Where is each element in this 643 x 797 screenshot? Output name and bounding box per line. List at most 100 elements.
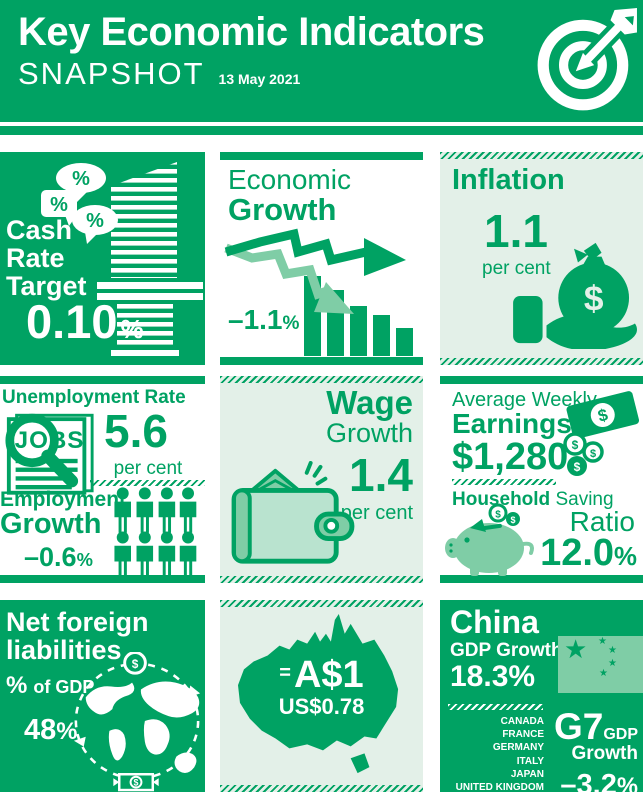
employment-growth-number: –0.6: [24, 542, 77, 572]
jobs-newspaper-magnifier-icon: JOBS: [5, 413, 94, 495]
tile-cash-rate-target: % % % Cash Rate Target 0.10%: [0, 152, 205, 365]
tile-bottom-hatch: [220, 576, 423, 583]
net-foreign-unit: %: [56, 718, 78, 745]
flag-star-icon: ★: [599, 668, 608, 679]
wage-growth-unit: per cent: [340, 502, 413, 524]
unemployment-unit: per cent: [113, 458, 183, 479]
equals-sign: =: [279, 662, 291, 684]
earnings-label: Earnings: [452, 408, 572, 439]
net-foreign-value: 48%: [24, 714, 77, 747]
earnings-value: $1,280: [452, 436, 569, 478]
economic-growth-value: –1.1%: [228, 304, 299, 336]
piggy-coin-dollar: $: [510, 515, 515, 525]
net-foreign-label: Net foreign liabilities: [6, 608, 149, 665]
employment-growth-unit: %: [76, 549, 93, 570]
flag-star-icon: ★: [564, 634, 588, 664]
flag-star-icon: ★: [608, 645, 617, 656]
subtitle-row: SNAPSHOT 13 May 2021: [18, 56, 300, 92]
tile-top-hatch: [220, 600, 423, 607]
saving-ratio-unit: %: [614, 543, 637, 571]
percent-bubble-1: %: [72, 168, 90, 190]
g7-gdp-label: GDP: [603, 726, 638, 743]
coin-dollar-sign: $: [572, 438, 579, 452]
cash-rate-unit: %: [120, 314, 144, 344]
wage-label: Wage: [326, 384, 413, 421]
saving-ratio-number: 12.0: [540, 532, 615, 574]
cash-rate-line2: Rate: [6, 243, 65, 273]
g7-gdp-block: G7GDP Growth –3.2%: [554, 708, 638, 792]
tile-economic-growth: Economic Growth –1.1%: [220, 152, 423, 365]
employment-label: Employment: [0, 488, 127, 511]
g7-gdp-number: –3.2: [560, 769, 617, 792]
tile-bottom-hatch: [440, 358, 643, 365]
piggy-bank-icon: $ $: [445, 503, 534, 576]
economic-growth-unit: %: [282, 313, 300, 334]
tile-top-hatch: [220, 376, 423, 383]
ratio-label: Ratio: [569, 506, 635, 537]
g7-country: CANADA: [500, 716, 544, 727]
percent-bubble-2: %: [50, 194, 68, 216]
g7-country: UNITED KINGDOM: [455, 781, 544, 792]
cash-rate-line1: Cash: [6, 215, 73, 245]
household-saving-label: Household Saving: [452, 489, 614, 511]
unemployment-label: Unemployment Rate: [2, 387, 186, 408]
cash-rate-line3: Target: [6, 271, 87, 301]
tile-earnings-saving: Average Weekly Earnings $1,280 $ $ $ $ H…: [440, 376, 643, 583]
tile-top-bar: [220, 152, 423, 160]
household-label: Household: [452, 489, 551, 510]
china-label: China: [450, 604, 539, 640]
saving-label: Saving: [555, 489, 614, 510]
australia-map-icon: [238, 613, 399, 774]
average-weekly-label: Average Weekly: [452, 389, 597, 411]
cash-rate-number: 0.10: [26, 295, 118, 348]
flag-star-icon: ★: [598, 636, 607, 647]
declining-chart-icon: [224, 228, 413, 356]
cash-rate-value: 0.10%: [26, 298, 144, 345]
section-hatch-divider: [452, 479, 556, 485]
inflation-value: 1.1: [484, 205, 548, 257]
g7-country-list: CANADA FRANCE GERMANY ITALY JAPAN UNITED…: [440, 715, 544, 792]
tile-top-bar: [440, 376, 643, 384]
section-hatch-divider: [90, 480, 205, 486]
tile-wage-growth: Wage Growth 1.4 per cent: [220, 376, 423, 583]
piggy-coin-dollar: $: [495, 510, 501, 521]
of-gdp-label: of GDP: [33, 677, 95, 697]
wage-growth-value: 1.4: [349, 449, 413, 501]
inflation-unit: per cent: [482, 258, 551, 279]
header: Key Economic Indicators SNAPSHOT 13 May …: [0, 0, 643, 122]
g7-country: ITALY: [516, 755, 544, 767]
inflation-label: Inflation: [452, 164, 565, 196]
net-foreign-number: 48: [24, 714, 57, 746]
g7-label: G7: [553, 706, 604, 747]
usd-value: US$0.78: [278, 694, 365, 719]
money-bag-hand-icon: $: [513, 242, 637, 349]
tile-top-hatch: [440, 152, 643, 159]
g7-gdp-unit: %: [616, 773, 638, 792]
saving-ratio-value: 12.0%: [540, 532, 637, 575]
tile-inflation: Inflation 1.1 per cent $: [440, 152, 643, 365]
employment-growth-value: –0.6%: [24, 542, 93, 573]
page-title: Key Economic Indicators: [18, 10, 485, 54]
tile-bottom-hatch: [220, 785, 423, 792]
flag-star-icon: ★: [608, 658, 617, 669]
economic-label: Economic: [228, 164, 351, 195]
tile-bottom-bar: [440, 575, 643, 583]
aud-value: A$1: [293, 654, 364, 696]
exchange-line1: =A$1: [220, 656, 423, 694]
tile-china-g7: China GDP Growth 18.3% ★ ★ ★ ★ ★ CANADA …: [440, 600, 643, 792]
tile-unemployment-employment: Unemployment Rate JOBS 5.6 per cent Empl…: [0, 376, 205, 583]
coin-dollar-sign: $: [590, 448, 596, 460]
tile-bottom-bar: [220, 357, 423, 365]
employment-growth-label: Growth: [0, 508, 102, 540]
snapshot-label: SNAPSHOT: [18, 56, 205, 91]
pct-of-gdp-label: % of GDP: [6, 672, 94, 700]
china-gdp-value: 18.3%: [450, 660, 536, 693]
section-hatch-divider: [448, 704, 543, 710]
g7-gdp-value: –3.2%: [554, 769, 638, 792]
tile-bottom-bar: [0, 575, 205, 583]
header-divider-strip: [0, 126, 643, 135]
coin-dollar-sign: $: [574, 460, 581, 474]
wallet-icon: [231, 461, 355, 564]
globe-money-flow-icon: $ $: [73, 652, 201, 792]
